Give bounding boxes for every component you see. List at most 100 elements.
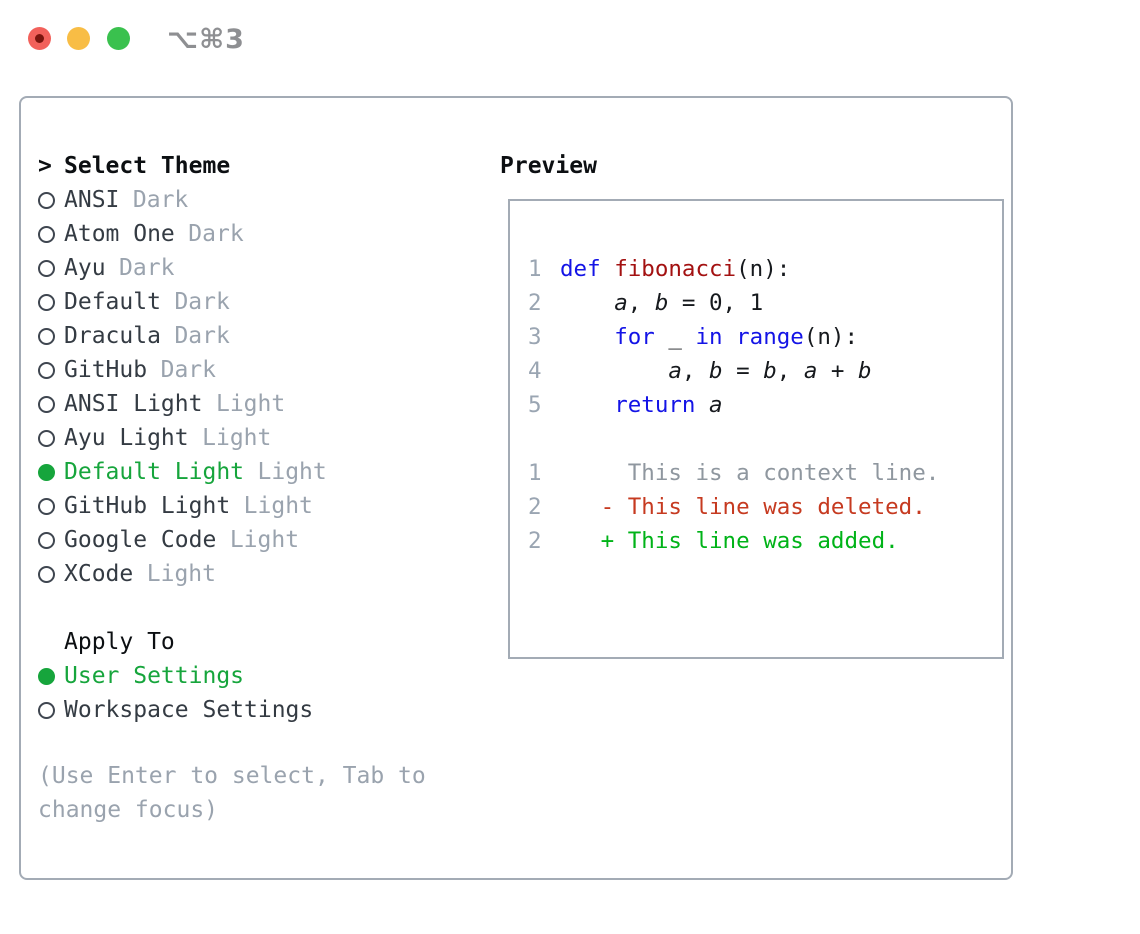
code-line: 4 a, b = b, a + b — [528, 354, 1002, 388]
theme-option-label: XCode — [64, 561, 134, 587]
theme-picker: > Select Theme ANSI Dark Atom One Dark A… — [38, 149, 483, 827]
radio-selected-icon — [38, 463, 55, 481]
selection-caret-icon: > — [38, 153, 52, 179]
radio-unselected-icon — [38, 531, 55, 549]
code-token: = 0, 1 — [668, 290, 764, 316]
radio-unselected-icon — [38, 191, 55, 209]
theme-option-ansi-dark[interactable]: ANSI Dark — [38, 183, 483, 217]
theme-variant-label: Dark — [174, 323, 230, 349]
code-token: a — [803, 358, 818, 384]
theme-option-ayu-dark[interactable]: Ayu Dark — [38, 251, 483, 285]
apply-to-title: Apply To — [64, 629, 175, 655]
code-token — [560, 290, 614, 316]
code-token: b — [858, 358, 872, 384]
line-number: 1 — [528, 256, 542, 282]
theme-option-default-light[interactable]: Default Light Light — [38, 455, 483, 489]
line-number: 2 — [528, 290, 542, 316]
theme-option-dracula-dark[interactable]: Dracula Dark — [38, 319, 483, 353]
code-token: range — [736, 324, 804, 350]
radio-unselected-icon — [38, 327, 55, 345]
diff-deleted-line: 2 - This line was deleted. — [528, 490, 1002, 524]
code-token: a — [709, 392, 723, 418]
code-token — [560, 324, 614, 350]
theme-picker-title: Select Theme — [64, 153, 231, 179]
apply-to-option-workspace-settings[interactable]: Workspace Settings — [38, 693, 483, 727]
theme-option-github-dark[interactable]: GitHub Dark — [38, 353, 483, 387]
radio-unselected-icon — [38, 565, 55, 583]
radio-selected-icon — [38, 667, 55, 685]
code-token: return — [614, 392, 696, 418]
theme-option-label: GitHub Light — [64, 493, 231, 519]
line-number: 4 — [528, 358, 542, 384]
close-dot-icon — [35, 34, 44, 43]
code-token: , — [627, 290, 655, 316]
diff-token: This is a context line. — [560, 460, 940, 486]
theme-option-ayu-light[interactable]: Ayu Light Light — [38, 421, 483, 455]
radio-unselected-icon — [38, 361, 55, 379]
theme-variant-label: Light — [243, 493, 313, 519]
main-panel: > Select Theme ANSI Dark Atom One Dark A… — [19, 96, 1013, 880]
theme-picker-title-row: > Select Theme — [38, 149, 483, 183]
line-number: 1 — [528, 460, 542, 486]
theme-option-default-dark[interactable]: Default Dark — [38, 285, 483, 319]
theme-variant-label: Light — [146, 561, 216, 587]
code-line: 5 return a — [528, 388, 1002, 422]
code-token: a — [614, 290, 628, 316]
code-token — [560, 392, 614, 418]
theme-option-github-light[interactable]: GitHub Light Light — [38, 489, 483, 523]
theme-option-atom-one-dark[interactable]: Atom One Dark — [38, 217, 483, 251]
window-zoom-button[interactable] — [107, 27, 130, 50]
theme-option-xcode-light[interactable]: XCode Light — [38, 557, 483, 591]
theme-option-label: GitHub — [64, 357, 148, 383]
code-token: (n): — [736, 256, 791, 282]
diff-token: + This line was added. — [600, 528, 899, 554]
blank-line — [528, 422, 1002, 456]
theme-variant-label: Dark — [174, 289, 230, 315]
code-token: , — [681, 358, 710, 384]
radio-unselected-icon — [38, 293, 55, 311]
spacer — [38, 591, 483, 625]
theme-variant-label: Light — [215, 391, 286, 417]
theme-option-ansi-light[interactable]: ANSI Light Light — [38, 387, 483, 421]
line-number: 3 — [528, 324, 542, 350]
apply-to-title-row: Apply To — [38, 625, 483, 659]
radio-unselected-icon — [38, 225, 55, 243]
theme-option-label: Ayu — [64, 255, 106, 281]
theme-variant-label: Dark — [188, 221, 244, 247]
code-token — [723, 324, 737, 350]
code-token: = — [722, 358, 764, 384]
code-token: b — [709, 358, 723, 384]
theme-option-label: ANSI Light — [64, 391, 203, 417]
keyboard-shortcut-label: ⌥⌘3 — [167, 24, 245, 55]
code-token: b — [763, 358, 777, 384]
line-number: 2 — [528, 528, 542, 554]
line-number: 2 — [528, 494, 542, 520]
diff-token: - This line was deleted. — [600, 494, 926, 520]
keyboard-hint-text: (Use Enter to select, Tab to change focu… — [38, 763, 426, 823]
code-line: 1 def fibonacci(n): — [528, 252, 1002, 286]
window-minimize-button[interactable] — [67, 27, 90, 50]
theme-option-google-code-light[interactable]: Google Code Light — [38, 523, 483, 557]
code-token: fibonacci — [614, 256, 737, 282]
theme-variant-label: Dark — [132, 187, 189, 213]
theme-variant-label: Light — [257, 459, 327, 485]
code-token: in — [695, 324, 723, 350]
theme-option-label: Default Light — [64, 459, 245, 485]
code-token: + — [817, 358, 859, 384]
radio-unselected-icon — [38, 259, 55, 277]
preview-title: Preview — [500, 153, 597, 179]
line-number: 5 — [528, 392, 542, 418]
code-token: , — [776, 358, 804, 384]
apply-to-option-label: Workspace Settings — [64, 697, 314, 723]
radio-unselected-icon — [38, 429, 55, 447]
window-close-button[interactable] — [28, 27, 51, 50]
radio-unselected-icon — [38, 497, 55, 515]
apply-to-option-user-settings[interactable]: User Settings — [38, 659, 483, 693]
code-token: a — [668, 358, 682, 384]
code-line: 2 a, b = 0, 1 — [528, 286, 1002, 320]
theme-option-label: Default — [64, 289, 161, 315]
preview-pane: 1 def fibonacci(n): 2 a, b = 0, 1 3 for _… — [508, 199, 1004, 659]
code-token — [695, 392, 709, 418]
diff-token — [560, 494, 601, 520]
